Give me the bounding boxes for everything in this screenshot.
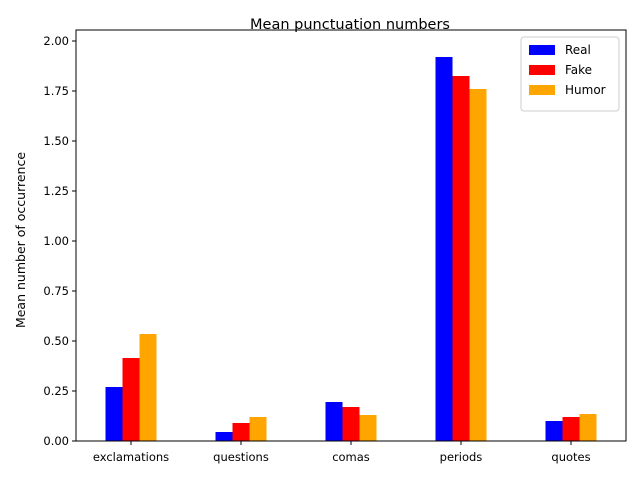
bar-fake bbox=[232, 423, 250, 441]
x-tick-label: comas bbox=[332, 450, 370, 464]
bar-real bbox=[435, 57, 453, 441]
bar-humor bbox=[469, 89, 487, 441]
y-tick-label: 0.00 bbox=[43, 434, 69, 448]
y-tick-label: 2.00 bbox=[43, 34, 69, 48]
bar-humor bbox=[249, 417, 267, 441]
axis-ticks: 0.00 0.25 0.50 0.75 1.00 1.25 1.50 1.75 2.00 excl… bbox=[43, 34, 590, 464]
bar-fake bbox=[562, 417, 580, 441]
bar-humor bbox=[579, 414, 597, 441]
legend-swatch bbox=[529, 45, 555, 55]
y-tick-label: 1.50 bbox=[43, 134, 69, 148]
x-tick-label: quotes bbox=[551, 450, 590, 464]
bar-real bbox=[105, 387, 123, 441]
bar-real bbox=[545, 421, 563, 441]
legend-label: Real bbox=[565, 43, 591, 57]
legend: Real Fake Humor bbox=[520, 36, 620, 112]
legend-label: Humor bbox=[565, 83, 606, 97]
y-tick-label: 0.75 bbox=[43, 284, 69, 298]
bar-humor bbox=[139, 334, 157, 441]
chart-title: Mean punctuation numbers bbox=[250, 17, 450, 33]
y-tick-label: 1.00 bbox=[43, 234, 69, 248]
y-tick-label: 0.25 bbox=[43, 384, 69, 398]
bar-fake bbox=[452, 76, 470, 441]
bar-real bbox=[215, 432, 233, 441]
bar-humor bbox=[359, 415, 377, 441]
legend-swatch bbox=[529, 65, 555, 75]
axes-frame bbox=[75, 29, 627, 442]
x-tick-label: questions bbox=[213, 450, 269, 464]
y-tick-label: 1.25 bbox=[43, 184, 69, 198]
bar-fake bbox=[342, 407, 360, 441]
bar-real bbox=[325, 402, 343, 441]
legend-label: Fake bbox=[565, 63, 592, 77]
x-tick-label: periods bbox=[440, 450, 483, 464]
bars bbox=[105, 57, 597, 441]
x-tick-label: exclamations bbox=[93, 450, 169, 464]
y-tick-label: 0.50 bbox=[43, 334, 69, 348]
y-axis-label: Mean number of occurrence bbox=[13, 152, 28, 328]
bar-fake bbox=[122, 358, 140, 441]
y-tick-label: 1.75 bbox=[43, 84, 69, 98]
legend-swatch bbox=[529, 85, 555, 95]
